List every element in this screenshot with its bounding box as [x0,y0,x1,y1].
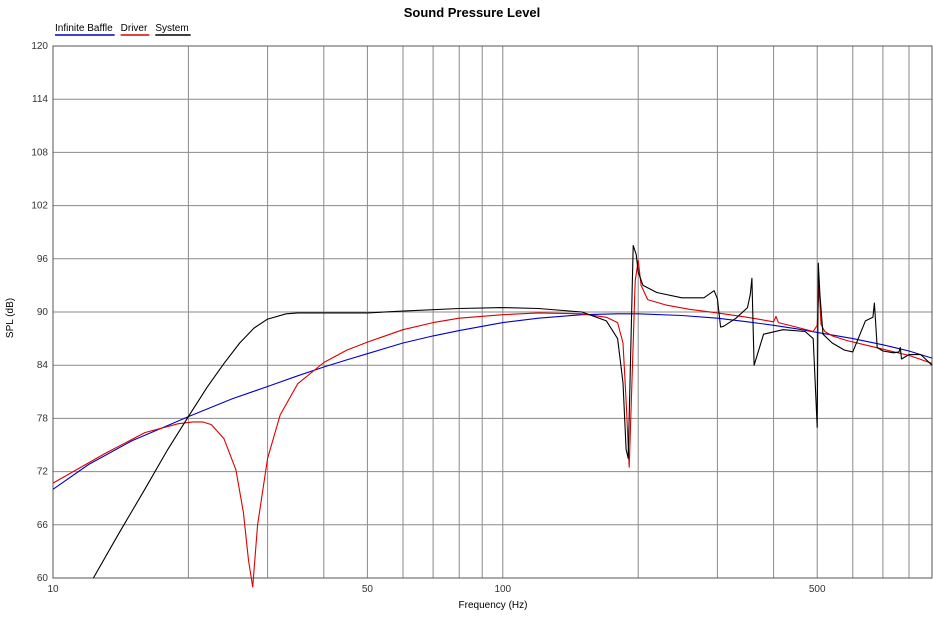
x-tick-label: 50 [362,584,374,595]
x-tick-label: 100 [494,584,511,595]
y-tick-label: 120 [31,41,48,52]
y-tick-label: 102 [31,201,48,212]
chart-title: Sound Pressure Level [404,5,541,20]
legend-label-infinite-baffle: Infinite Baffle [55,23,113,34]
y-tick-label: 60 [37,573,49,584]
x-axis-label: Frequency (Hz) [459,600,528,611]
series-line-system [92,244,933,579]
plot-frame [52,45,933,579]
legend-label-system: System [155,23,188,34]
y-tick-label: 78 [37,413,49,424]
x-tick-labels: 10 50 100 500 [47,584,826,595]
y-tick-labels: 60 66 72 78 84 90 96 102 108 114 120 [31,41,48,584]
y-tick-label: 66 [37,520,49,531]
y-tick-label: 90 [37,307,49,318]
legend-label-driver: Driver [121,23,148,34]
x-tick-label: 10 [47,584,59,595]
legend: Infinite Baffle Driver System [55,23,191,36]
y-tick-label: 96 [37,254,49,265]
grid [52,45,933,579]
y-tick-label: 108 [31,147,48,158]
y-tick-label: 114 [32,94,48,105]
series-line-infinite-baffle [52,313,933,490]
series-lines [52,244,933,588]
series-line-driver [52,260,933,588]
y-tick-label: 84 [37,360,49,371]
y-axis-label: SPL (dB) [5,298,16,338]
x-tick-label: 500 [809,584,826,595]
y-tick-label: 72 [37,467,49,478]
